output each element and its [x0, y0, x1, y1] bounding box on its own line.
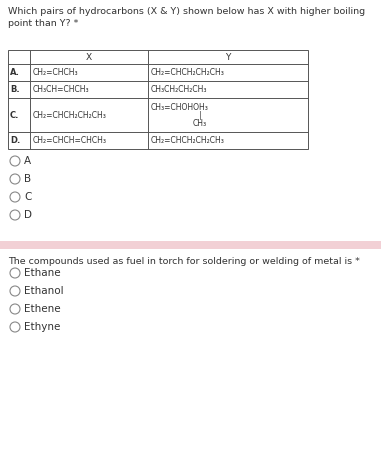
Text: CH₃CH₂CH₂CH₃: CH₃CH₂CH₂CH₃	[151, 85, 208, 94]
Bar	[0, 241, 381, 249]
Text: The compounds used as fuel in torch for soldering or welding of metal is *: The compounds used as fuel in torch for …	[8, 257, 360, 266]
Text: Ethanol: Ethanol	[24, 286, 64, 296]
Circle shape	[10, 174, 20, 184]
Circle shape	[10, 268, 20, 278]
Text: Y: Y	[225, 53, 231, 62]
Text: C.: C.	[10, 111, 19, 120]
Text: D: D	[24, 210, 32, 220]
Text: D.: D.	[10, 136, 20, 145]
Text: X: X	[86, 53, 92, 62]
Circle shape	[10, 322, 20, 332]
Text: B: B	[24, 174, 31, 184]
Text: A: A	[24, 156, 31, 166]
Circle shape	[10, 304, 20, 314]
Text: CH₃: CH₃	[193, 119, 207, 128]
Text: CH₃=CHOHOH₃: CH₃=CHOHOH₃	[151, 103, 209, 112]
Text: CH₃CH=CHCH₃: CH₃CH=CHCH₃	[33, 85, 90, 94]
Text: A.: A.	[10, 68, 20, 77]
Circle shape	[10, 286, 20, 296]
Text: CH₂=CHCH=CHCH₃: CH₂=CHCH=CHCH₃	[33, 136, 107, 145]
Text: |: |	[199, 111, 202, 120]
Text: C: C	[24, 192, 31, 202]
Text: CH₂=CHCH₃: CH₂=CHCH₃	[33, 68, 78, 77]
Circle shape	[10, 210, 20, 220]
Text: Ethyne: Ethyne	[24, 322, 60, 332]
Text: Which pairs of hydrocarbons (X & Y) shown below has X with higher boiling
point : Which pairs of hydrocarbons (X & Y) show…	[8, 7, 365, 28]
Text: Ethane: Ethane	[24, 268, 61, 278]
Text: CH₂=CHCH₂CH₂CH₃: CH₂=CHCH₂CH₂CH₃	[151, 68, 225, 77]
Text: CH₂=CHCH₂CH₂CH₃: CH₂=CHCH₂CH₂CH₃	[151, 136, 225, 145]
Text: CH₂=CHCH₂CH₂CH₃: CH₂=CHCH₂CH₂CH₃	[33, 111, 107, 120]
Circle shape	[10, 192, 20, 202]
Bar	[8, 50, 308, 149]
Circle shape	[10, 156, 20, 166]
Text: Ethene: Ethene	[24, 304, 61, 314]
Text: B.: B.	[10, 85, 20, 94]
